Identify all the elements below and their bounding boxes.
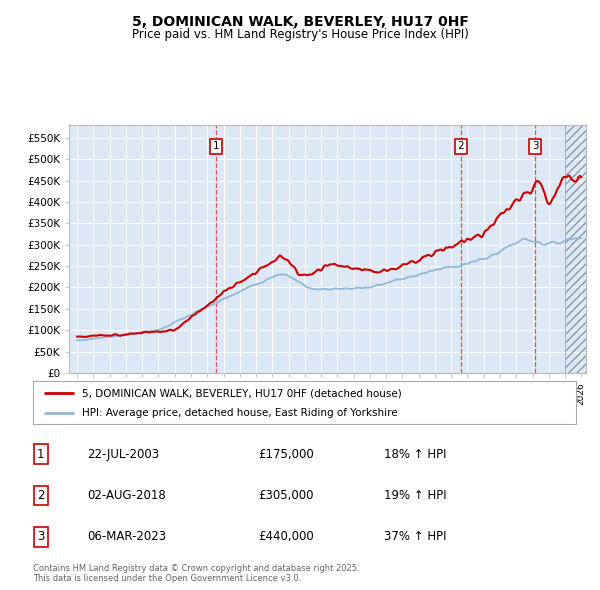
Text: 06-MAR-2023: 06-MAR-2023 (87, 530, 166, 543)
Text: 3: 3 (37, 530, 44, 543)
Text: 02-AUG-2018: 02-AUG-2018 (87, 489, 166, 502)
Text: 5, DOMINICAN WALK, BEVERLEY, HU17 0HF: 5, DOMINICAN WALK, BEVERLEY, HU17 0HF (131, 15, 469, 29)
Text: 1: 1 (213, 142, 220, 152)
Text: Contains HM Land Registry data © Crown copyright and database right 2025.
This d: Contains HM Land Registry data © Crown c… (33, 563, 359, 583)
Text: 18% ↑ HPI: 18% ↑ HPI (384, 448, 446, 461)
Text: Price paid vs. HM Land Registry's House Price Index (HPI): Price paid vs. HM Land Registry's House … (131, 28, 469, 41)
Text: 2: 2 (37, 489, 44, 502)
Text: 37% ↑ HPI: 37% ↑ HPI (384, 530, 446, 543)
Text: 2: 2 (457, 142, 464, 152)
Text: £440,000: £440,000 (258, 530, 314, 543)
Text: £305,000: £305,000 (258, 489, 314, 502)
Text: 3: 3 (532, 142, 539, 152)
Bar (565, 125, 589, 373)
Text: 5, DOMINICAN WALK, BEVERLEY, HU17 0HF (detached house): 5, DOMINICAN WALK, BEVERLEY, HU17 0HF (d… (82, 388, 401, 398)
Text: £175,000: £175,000 (258, 448, 314, 461)
Text: 19% ↑ HPI: 19% ↑ HPI (384, 489, 446, 502)
Text: 1: 1 (37, 448, 44, 461)
Text: HPI: Average price, detached house, East Riding of Yorkshire: HPI: Average price, detached house, East… (82, 408, 397, 418)
Text: 22-JUL-2003: 22-JUL-2003 (87, 448, 159, 461)
